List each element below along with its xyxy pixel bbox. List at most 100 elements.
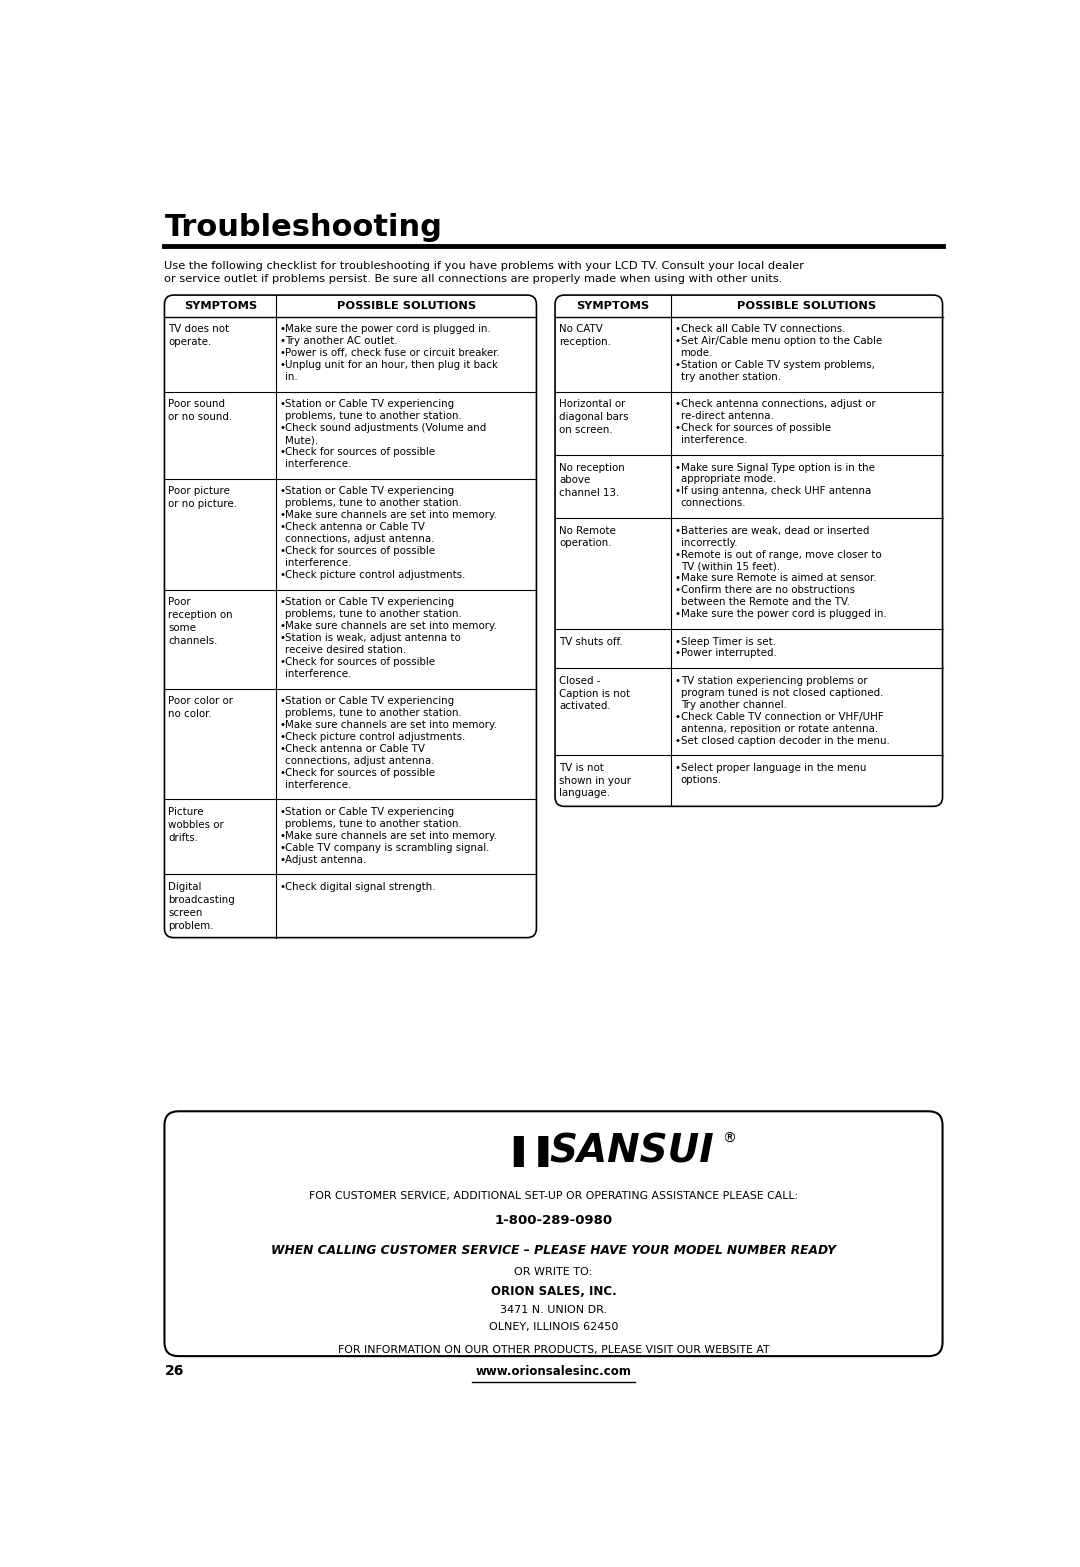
Text: connections.: connections. bbox=[680, 498, 746, 508]
Text: •: • bbox=[674, 360, 680, 370]
Text: OLNEY, ILLINOIS 62450: OLNEY, ILLINOIS 62450 bbox=[489, 1323, 618, 1332]
Text: Check for sources of possible: Check for sources of possible bbox=[285, 657, 435, 668]
Text: Digital
broadcasting
screen
problem.: Digital broadcasting screen problem. bbox=[168, 882, 235, 931]
Text: Station or Cable TV experiencing: Station or Cable TV experiencing bbox=[285, 696, 455, 707]
Text: •: • bbox=[279, 721, 285, 730]
Text: interference.: interference. bbox=[680, 436, 747, 445]
Text: incorrectly.: incorrectly. bbox=[680, 537, 737, 547]
Text: antenna, reposition or rotate antenna.: antenna, reposition or rotate antenna. bbox=[680, 724, 878, 733]
Text: Check for sources of possible: Check for sources of possible bbox=[285, 768, 435, 777]
Text: Check all Cable TV connections.: Check all Cable TV connections. bbox=[680, 324, 845, 334]
FancyBboxPatch shape bbox=[164, 1111, 943, 1355]
Text: •: • bbox=[674, 649, 680, 658]
Text: •: • bbox=[674, 550, 680, 559]
FancyBboxPatch shape bbox=[555, 295, 943, 807]
Text: Make sure Remote is aimed at sensor.: Make sure Remote is aimed at sensor. bbox=[680, 574, 876, 583]
Text: Check for sources of possible: Check for sources of possible bbox=[680, 423, 831, 432]
Text: 26: 26 bbox=[164, 1363, 184, 1377]
Text: Set Air/Cable menu option to the Cable: Set Air/Cable menu option to the Cable bbox=[680, 337, 882, 346]
Text: Poor sound
or no sound.: Poor sound or no sound. bbox=[168, 400, 232, 422]
Text: problems, tune to another station.: problems, tune to another station. bbox=[285, 498, 462, 508]
Text: •: • bbox=[674, 525, 680, 536]
Text: POSSIBLE SOLUTIONS: POSSIBLE SOLUTIONS bbox=[738, 301, 877, 310]
Text: •: • bbox=[279, 324, 285, 334]
Text: •: • bbox=[279, 657, 285, 668]
Text: •: • bbox=[279, 522, 285, 533]
Text: receive desired station.: receive desired station. bbox=[285, 646, 406, 655]
Text: in.: in. bbox=[285, 371, 298, 382]
Text: 1-800-289-0980: 1-800-289-0980 bbox=[495, 1214, 612, 1227]
Text: Check for sources of possible: Check for sources of possible bbox=[285, 545, 435, 556]
Text: Try another channel.: Try another channel. bbox=[680, 700, 786, 710]
Text: Power is off, check fuse or circuit breaker.: Power is off, check fuse or circuit brea… bbox=[285, 348, 500, 359]
Text: •: • bbox=[674, 423, 680, 432]
Text: Troubleshooting: Troubleshooting bbox=[164, 213, 443, 241]
Text: No reception
above
channel 13.: No reception above channel 13. bbox=[559, 462, 624, 498]
Text: If using antenna, check UHF antenna: If using antenna, check UHF antenna bbox=[680, 486, 870, 497]
Text: •: • bbox=[279, 633, 285, 642]
Text: options.: options. bbox=[680, 774, 721, 785]
Text: Unplug unit for an hour, then plug it back: Unplug unit for an hour, then plug it ba… bbox=[285, 360, 498, 370]
Text: Make sure channels are set into memory.: Make sure channels are set into memory. bbox=[285, 721, 497, 730]
Text: Station is weak, adjust antenna to: Station is weak, adjust antenna to bbox=[285, 633, 461, 642]
Text: FOR INFORMATION ON OUR OTHER PRODUCTS, PLEASE VISIT OUR WEBSITE AT: FOR INFORMATION ON OUR OTHER PRODUCTS, P… bbox=[338, 1346, 769, 1355]
Text: No CATV
reception.: No CATV reception. bbox=[559, 324, 611, 348]
Text: •: • bbox=[279, 597, 285, 608]
Text: TV station experiencing problems or: TV station experiencing problems or bbox=[680, 675, 867, 686]
Text: •: • bbox=[279, 696, 285, 707]
Text: •: • bbox=[279, 856, 285, 865]
Text: problems, tune to another station.: problems, tune to another station. bbox=[285, 820, 462, 829]
Text: •: • bbox=[279, 447, 285, 458]
Text: SANSUI: SANSUI bbox=[550, 1133, 714, 1171]
Text: •: • bbox=[674, 400, 680, 409]
Text: TV shuts off.: TV shuts off. bbox=[559, 636, 622, 647]
Text: TV is not
shown in your
language.: TV is not shown in your language. bbox=[559, 763, 631, 799]
Text: TV does not
operate.: TV does not operate. bbox=[168, 324, 229, 348]
Text: TV (within 15 feet).: TV (within 15 feet). bbox=[680, 561, 780, 572]
Text: Check antenna or Cable TV: Check antenna or Cable TV bbox=[285, 744, 426, 754]
Text: Make sure the power cord is plugged in.: Make sure the power cord is plugged in. bbox=[285, 324, 491, 334]
Text: Make sure channels are set into memory.: Make sure channels are set into memory. bbox=[285, 621, 497, 632]
Text: 3471 N. UNION DR.: 3471 N. UNION DR. bbox=[500, 1305, 607, 1315]
Text: Mute).: Mute). bbox=[285, 436, 319, 445]
Text: •: • bbox=[674, 636, 680, 647]
Text: •: • bbox=[279, 348, 285, 359]
Text: Batteries are weak, dead or inserted: Batteries are weak, dead or inserted bbox=[680, 525, 869, 536]
Text: Check picture control adjustments.: Check picture control adjustments. bbox=[285, 732, 465, 743]
Text: Cable TV company is scrambling signal.: Cable TV company is scrambling signal. bbox=[285, 843, 489, 852]
Text: Station or Cable TV experiencing: Station or Cable TV experiencing bbox=[285, 486, 455, 497]
Text: WHEN CALLING CUSTOMER SERVICE – PLEASE HAVE YOUR MODEL NUMBER READY: WHEN CALLING CUSTOMER SERVICE – PLEASE H… bbox=[271, 1244, 836, 1257]
Text: Closed -
Caption is not
activated.: Closed - Caption is not activated. bbox=[559, 675, 630, 711]
Text: Check for sources of possible: Check for sources of possible bbox=[285, 447, 435, 458]
Text: Make sure the power cord is plugged in.: Make sure the power cord is plugged in. bbox=[680, 610, 887, 619]
Text: Check Cable TV connection or VHF/UHF: Check Cable TV connection or VHF/UHF bbox=[680, 711, 883, 722]
Text: •: • bbox=[279, 768, 285, 777]
Text: problems, tune to another station.: problems, tune to another station. bbox=[285, 610, 462, 619]
Text: Station or Cable TV experiencing: Station or Cable TV experiencing bbox=[285, 400, 455, 409]
Text: Poor
reception on
some
channels.: Poor reception on some channels. bbox=[168, 597, 233, 646]
Text: problems, tune to another station.: problems, tune to another station. bbox=[285, 708, 462, 718]
Text: try another station.: try another station. bbox=[680, 371, 781, 382]
Text: Check antenna connections, adjust or: Check antenna connections, adjust or bbox=[680, 400, 876, 409]
Text: appropriate mode.: appropriate mode. bbox=[680, 475, 775, 484]
Text: •: • bbox=[279, 511, 285, 520]
Text: problems, tune to another station.: problems, tune to another station. bbox=[285, 412, 462, 422]
Text: ❚❚: ❚❚ bbox=[505, 1136, 556, 1167]
Text: POSSIBLE SOLUTIONS: POSSIBLE SOLUTIONS bbox=[337, 301, 476, 310]
Text: Poor color or
no color.: Poor color or no color. bbox=[168, 696, 233, 719]
Text: •: • bbox=[674, 735, 680, 746]
Text: Check picture control adjustments.: Check picture control adjustments. bbox=[285, 570, 465, 580]
Text: No Remote
operation.: No Remote operation. bbox=[559, 525, 616, 548]
Text: •: • bbox=[279, 423, 285, 432]
Text: •: • bbox=[279, 807, 285, 816]
Text: •: • bbox=[279, 486, 285, 497]
Text: Remote is out of range, move closer to: Remote is out of range, move closer to bbox=[680, 550, 881, 559]
Text: •: • bbox=[279, 732, 285, 743]
Text: interference.: interference. bbox=[285, 669, 352, 679]
Text: •: • bbox=[279, 843, 285, 852]
Text: Poor picture
or no picture.: Poor picture or no picture. bbox=[168, 486, 238, 509]
Text: •: • bbox=[674, 324, 680, 334]
Text: •: • bbox=[279, 400, 285, 409]
Text: Make sure channels are set into memory.: Make sure channels are set into memory. bbox=[285, 511, 497, 520]
Text: •: • bbox=[674, 711, 680, 722]
